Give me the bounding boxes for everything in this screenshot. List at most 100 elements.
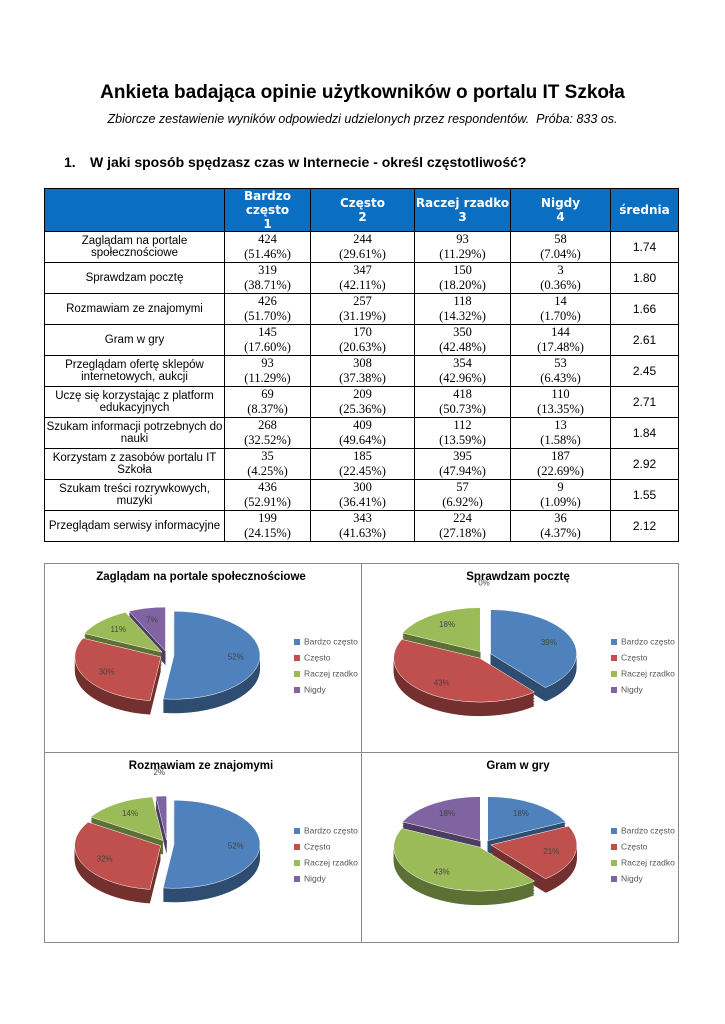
slice xyxy=(74,821,161,890)
count: 187 xyxy=(551,449,570,463)
slice xyxy=(83,612,163,653)
slice xyxy=(393,639,536,703)
question-number: 1. xyxy=(64,154,76,170)
percent: (13.35%) xyxy=(537,402,584,416)
percent: (49.64%) xyxy=(339,433,386,447)
data-cell: 144 (17.48%) xyxy=(510,324,611,356)
data-label: 18% xyxy=(513,809,529,818)
percent: (29.61%) xyxy=(339,247,386,261)
count: 350 xyxy=(453,325,472,339)
slice xyxy=(393,828,536,892)
percent: (37.38%) xyxy=(339,371,386,385)
question-text: W jaki sposób spędzasz czas w Internecie… xyxy=(90,154,527,170)
table-row: Szukam informacji potrzebnych do nauki 26… xyxy=(44,417,679,449)
slice xyxy=(128,606,166,652)
legend-label: Nigdy xyxy=(304,873,326,883)
legend-label: Bardzo często xyxy=(621,825,675,835)
data-cell: 93 (11.29%) xyxy=(414,231,511,263)
slice xyxy=(487,796,567,841)
data-cell: 150 (18.20%) xyxy=(414,262,511,294)
data-cell: 3 (0.36%) xyxy=(510,262,611,294)
data-cell: 300 (36.41%) xyxy=(310,479,415,511)
data-cell: 118 (14.32%) xyxy=(414,293,511,325)
legend-label: Często xyxy=(621,841,648,851)
legend-label: Często xyxy=(621,652,648,662)
count: 224 xyxy=(453,511,472,525)
data-cell: 199 (24.15%) xyxy=(224,510,311,542)
count: 185 xyxy=(353,449,372,463)
legend-swatch xyxy=(294,876,300,882)
data-cell: 224 (27.18%) xyxy=(414,510,511,542)
data-cell: 93 (11.29%) xyxy=(224,355,311,387)
data-cell: 13 (1.58%) xyxy=(510,417,611,449)
slice xyxy=(162,611,261,700)
percent: (22.69%) xyxy=(537,464,584,478)
row-label: Korzystam z zasobów portalu IT Szkoła xyxy=(44,448,225,480)
count: 110 xyxy=(551,387,570,401)
data-label: 39% xyxy=(541,638,557,647)
mean-cell: 2.61 xyxy=(610,324,679,356)
percent: (7.04%) xyxy=(540,247,581,261)
percent: (52.91%) xyxy=(244,495,291,509)
mean-cell: 1.55 xyxy=(610,479,679,511)
data-cell: 14 (1.70%) xyxy=(510,293,611,325)
legend-label: Często xyxy=(304,652,331,662)
data-cell: 58 (7.04%) xyxy=(510,231,611,263)
count: 319 xyxy=(258,263,277,277)
legend-swatch xyxy=(611,876,617,882)
count: 118 xyxy=(453,294,472,308)
legend-swatch xyxy=(611,655,617,661)
mean-cell: 2.12 xyxy=(610,510,679,542)
header-cell: Często 2 xyxy=(310,188,415,232)
legend-label: Raczej rzadko xyxy=(621,668,675,678)
count: 257 xyxy=(353,294,372,308)
slice xyxy=(401,796,481,841)
count: 14 xyxy=(554,294,567,308)
data-cell: 426 (51.70%) xyxy=(224,293,311,325)
count: 426 xyxy=(258,294,277,308)
row-label: Sprawdzam pocztę xyxy=(44,262,225,294)
data-cell: 244 (29.61%) xyxy=(310,231,415,263)
percent: (6.92%) xyxy=(442,495,483,509)
table-row: Sprawdzam pocztę 319 (38.71%) 347 (42.11%) 15… xyxy=(44,262,679,294)
table-row: Uczę się korzystając z platform edukacyj… xyxy=(44,386,679,418)
percent: (11.29%) xyxy=(439,247,486,261)
data-cell: 145 (17.60%) xyxy=(224,324,311,356)
data-label: 0% xyxy=(478,579,490,588)
count: 93 xyxy=(456,232,469,246)
column-name: Bardzo często xyxy=(244,189,291,217)
column-name: Często xyxy=(339,196,386,210)
data-label: 52% xyxy=(228,841,244,850)
count: 170 xyxy=(353,325,372,339)
data-cell: 53 (6.43%) xyxy=(510,355,611,387)
data-cell: 57 (6.92%) xyxy=(414,479,511,511)
column-code: 2 xyxy=(358,210,367,224)
data-cell: 347 (42.11%) xyxy=(310,262,415,294)
data-label: 52% xyxy=(228,652,244,661)
percent: (17.60%) xyxy=(244,340,291,354)
percent: (1.70%) xyxy=(540,309,581,323)
legend-swatch xyxy=(294,687,300,693)
percent: (8.37%) xyxy=(247,402,288,416)
percent: (0.36%) xyxy=(540,278,581,292)
pie-chart: Gram w gry 18% 21% 43% 18% Bardzo często Częst… xyxy=(393,760,675,906)
charts-panel: Zaglądam na portale społecznościowe 52% 30… xyxy=(44,563,679,943)
percent: (17.48%) xyxy=(537,340,584,354)
document-title: Ankieta badająca opinie użytkowników o p… xyxy=(100,82,625,103)
count: 144 xyxy=(551,325,570,339)
percent: (42.96%) xyxy=(439,371,486,385)
legend-swatch xyxy=(611,844,617,850)
percent: (47.94%) xyxy=(439,464,486,478)
pie-chart: Zaglądam na portale społecznościowe 52% 30… xyxy=(74,571,358,715)
percent: (51.70%) xyxy=(244,309,291,323)
count: 244 xyxy=(353,232,372,246)
count: 347 xyxy=(353,263,372,277)
row-label: Gram w gry xyxy=(44,324,225,356)
data-cell: 112 (13.59%) xyxy=(414,417,511,449)
slice xyxy=(490,825,578,880)
row-label: Rozmawiam ze znajomymi xyxy=(44,293,225,325)
header-cell: średnia xyxy=(610,188,679,232)
data-cell: 350 (42.48%) xyxy=(414,324,511,356)
legend-swatch xyxy=(294,655,300,661)
chart-title: Sprawdzam pocztę xyxy=(466,571,570,583)
